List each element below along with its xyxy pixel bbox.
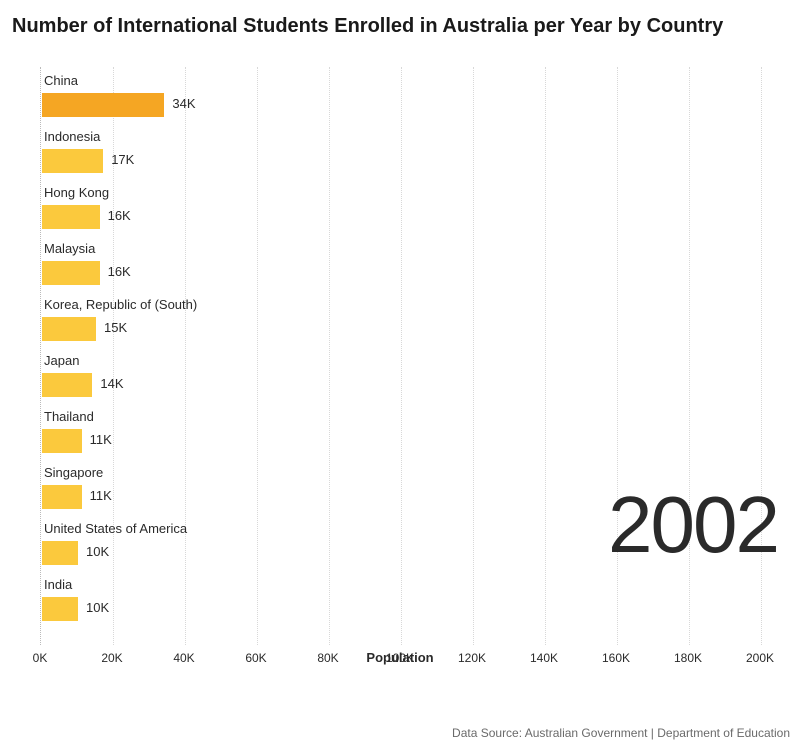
value-label: 14K — [100, 376, 123, 391]
bar — [42, 261, 100, 285]
chart-title: Number of International Students Enrolle… — [12, 14, 788, 39]
country-label: China — [44, 73, 78, 88]
year-overlay: 2002 — [608, 479, 778, 571]
data-source: Data Source: Australian Government | Dep… — [452, 726, 790, 740]
chart-area: China34KIndonesia17KHong Kong16KMalaysia… — [12, 67, 788, 679]
bar — [42, 541, 78, 565]
country-label: India — [44, 577, 72, 592]
value-label: 10K — [86, 544, 109, 559]
value-label: 15K — [104, 320, 127, 335]
x-tick-label: 120K — [458, 651, 486, 665]
value-label: 11K — [90, 488, 112, 503]
bar-row: Thailand 11K — [42, 405, 785, 461]
bar-row: Indonesia 17K — [42, 125, 785, 181]
x-tick-label: 140K — [530, 651, 558, 665]
bar-row: India 10K — [42, 573, 785, 629]
x-tick-label: 20K — [101, 651, 122, 665]
country-label: Korea, Republic of (South) — [44, 297, 197, 312]
bar — [42, 149, 103, 173]
value-label: 10K — [86, 600, 109, 615]
x-tick-label: 180K — [674, 651, 702, 665]
x-tick-label: 40K — [173, 651, 194, 665]
country-label: Singapore — [44, 465, 103, 480]
country-label: Hong Kong — [44, 185, 109, 200]
bar-row: Malaysia 16K — [42, 237, 785, 293]
bar — [42, 485, 82, 509]
x-tick-label: 200K — [746, 651, 774, 665]
country-label: Japan — [44, 353, 79, 368]
bar — [42, 597, 78, 621]
bar-row: Hong Kong 16K — [42, 181, 785, 237]
bar — [42, 93, 164, 117]
country-label: Thailand — [44, 409, 94, 424]
value-label: 17K — [111, 152, 134, 167]
bar-row: Korea, Republic of (South) 15K — [42, 293, 785, 349]
value-label: 34K — [172, 96, 195, 111]
x-tick-label: 0K — [33, 651, 48, 665]
bar — [42, 373, 92, 397]
x-tick-label: 100K — [386, 651, 414, 665]
bar — [42, 317, 96, 341]
value-label: 11K — [90, 432, 112, 447]
country-label: United States of America — [44, 521, 187, 536]
value-label: 16K — [108, 208, 131, 223]
x-tick-label: 60K — [245, 651, 266, 665]
bar-row: Japan 14K — [42, 349, 785, 405]
value-label: 16K — [108, 264, 131, 279]
bar-row: China 34K — [42, 69, 785, 125]
x-tick-label: 80K — [317, 651, 338, 665]
bar — [42, 205, 100, 229]
country-label: Indonesia — [44, 129, 100, 144]
bar — [42, 429, 82, 453]
x-tick-label: 160K — [602, 651, 630, 665]
country-label: Malaysia — [44, 241, 95, 256]
